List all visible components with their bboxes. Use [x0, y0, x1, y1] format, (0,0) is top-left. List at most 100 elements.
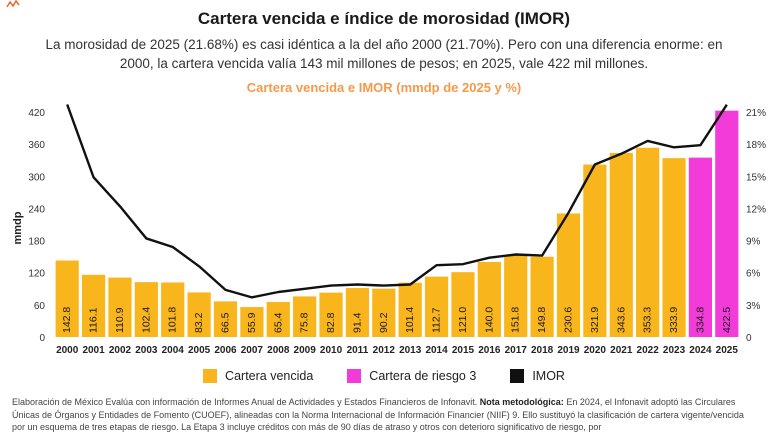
bar-value-label: 55.9: [246, 312, 258, 333]
x-tick-label: 2022: [637, 345, 660, 356]
footnote: Elaboración de México Evalúa con informa…: [12, 396, 756, 432]
bar: [636, 147, 660, 337]
bar: [108, 277, 132, 337]
x-tick-label: 2005: [188, 345, 211, 356]
x-tick-label: 2012: [373, 345, 396, 356]
bar-value-label: 140.0: [483, 307, 495, 333]
bar: [504, 255, 528, 337]
bar-value-label: 422.5: [721, 307, 733, 333]
bar-value-label: 321.9: [589, 307, 601, 333]
x-tick-label: 2004: [162, 345, 185, 356]
y2-tick-label: 15%: [746, 172, 766, 183]
y-tick-label: 180: [28, 237, 45, 248]
bar: [293, 296, 317, 337]
bar-value-label: 91.4: [351, 312, 363, 333]
bar: [530, 256, 554, 337]
x-tick-label: 2010: [320, 345, 343, 356]
bar-value-label: 65.4: [272, 312, 284, 333]
bar: [266, 301, 290, 337]
y-tick-label: 360: [28, 140, 45, 151]
x-tick-label: 2021: [610, 345, 633, 356]
x-tick-label: 2008: [267, 345, 290, 356]
bar: [609, 152, 633, 337]
bar: [688, 157, 713, 337]
y-tick-label: 420: [28, 108, 45, 119]
x-tick-label: 2011: [347, 345, 369, 356]
bar-value-label: 334.8: [694, 307, 706, 333]
bar-label-group: 142.8 116.1 110.9 102.4 101.8 83.2 66.5 55.9 65.…: [61, 307, 733, 333]
left-axis: 0 60 120 180 240 300 360 420: [28, 108, 45, 344]
bar: [662, 158, 686, 337]
bar: [424, 276, 449, 337]
bar-value-label: 151.8: [510, 307, 522, 333]
chart-area: 0 60 120 180 240 300 360 420 0 3% 6% 9% 12% 15% 18% 21…: [12, 104, 766, 356]
y2-tick-label: 18%: [746, 140, 766, 151]
bar: [161, 282, 185, 337]
bar: [372, 288, 396, 337]
y-tick-label: 120: [28, 269, 45, 280]
y2-tick-label: 0: [746, 333, 752, 344]
chart-subtitle: La morosidad de 2025 (21.68%) es casi id…: [45, 37, 723, 71]
x-tick-label: 2024: [689, 345, 712, 356]
bar-value-label: 149.8: [536, 307, 548, 333]
bar-value-label: 83.2: [193, 312, 205, 333]
imor-line: [66, 104, 728, 299]
bar-value-label: 101.8: [167, 307, 179, 333]
y-axis-label: mmdp: [12, 211, 24, 244]
x-tick-label: 2013: [399, 345, 422, 356]
footnote-note-label: Nota metodológica:: [479, 397, 564, 407]
bar-value-label: 90.2: [378, 312, 390, 333]
y-tick-label: 60: [34, 301, 46, 312]
bar-value-label: 121.0: [457, 307, 469, 333]
y2-tick-label: 6%: [746, 269, 761, 280]
legend-swatch-imor: [510, 369, 525, 383]
bar-value-label: 353.3: [642, 307, 654, 333]
bar-value-label: 82.8: [325, 312, 337, 333]
legend-label: Cartera de riesgo 3: [369, 369, 477, 383]
x-tick-label: 2015: [452, 345, 475, 356]
x-tick-label: 2009: [294, 345, 317, 356]
x-tick-label: 2002: [109, 345, 132, 356]
chart-title: Cartera vencida e índice de morosidad (I…: [197, 9, 571, 28]
x-tick-label: 2025: [716, 345, 739, 356]
bar-value-label: 75.8: [299, 312, 311, 333]
legend: Cartera vencida Cartera de riesgo 3 IMOR: [0, 369, 768, 383]
x-tick-label: 2006: [214, 345, 237, 356]
y2-tick-label: 9%: [746, 237, 761, 248]
y-tick-label: 0: [39, 333, 45, 344]
legend-item-cartera-riesgo-3: Cartera de riesgo 3: [347, 369, 476, 383]
bar: [240, 307, 264, 337]
x-axis: 2000 2001 2002 2003 2004 2005 2006 2007 2008 2009…: [56, 345, 738, 356]
legend-label: Cartera vencida: [225, 369, 314, 383]
right-axis: 0 3% 6% 9% 12% 15% 18% 21%: [746, 108, 766, 344]
footnote-intro: Elaboración de México Evalúa con informa…: [12, 397, 478, 407]
y2-tick-label: 12%: [746, 204, 766, 215]
x-tick-label: 2019: [557, 345, 580, 356]
x-tick-label: 2007: [241, 345, 264, 356]
x-tick-label: 2001: [82, 345, 105, 356]
bar: [213, 301, 238, 337]
bar-value-label: 101.4: [404, 307, 416, 333]
legend-label: IMOR: [532, 369, 565, 383]
bar-value-label: 142.8: [61, 307, 73, 333]
bar: [477, 262, 501, 337]
bar: [715, 110, 739, 338]
legend-swatch-cartera-vencida: [203, 369, 218, 383]
bar-value-label: 230.6: [563, 307, 575, 333]
corner-logo-icon: [6, 0, 20, 8]
legend-item-cartera-vencida: Cartera vencida: [203, 369, 313, 383]
x-tick-label: 2020: [584, 345, 607, 356]
bar: [134, 282, 158, 337]
x-tick-label: 2003: [135, 345, 158, 356]
bar-value-label: 333.9: [668, 307, 680, 333]
x-tick-label: 2016: [478, 345, 501, 356]
bar-value-label: 102.4: [140, 307, 152, 333]
footnote-note-text: En 2024, el Infonavit adoptó las Circula…: [12, 397, 744, 432]
x-tick-label: 2023: [663, 345, 686, 356]
bar: [556, 213, 581, 337]
y-tick-label: 240: [28, 204, 45, 215]
x-tick-label: 2018: [531, 345, 554, 356]
bar-value-label: 112.7: [431, 307, 443, 333]
y2-tick-label: 3%: [746, 301, 761, 312]
bar: [451, 272, 475, 337]
